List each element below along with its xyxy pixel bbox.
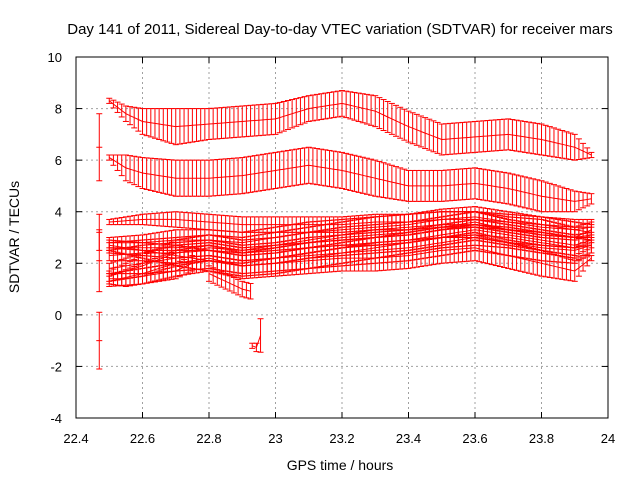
x-axis-label: GPS time / hours xyxy=(287,457,394,473)
series-s12 xyxy=(206,265,254,300)
plot-frame xyxy=(75,56,609,419)
chart-title: Day 141 of 2011, Sidereal Day-to-day VTE… xyxy=(67,21,612,38)
y-tick-label: 8 xyxy=(55,102,62,117)
x-tick-label: 23 xyxy=(268,431,282,446)
series-group xyxy=(96,90,595,370)
series-s16 xyxy=(96,229,103,293)
y-tick-label: 10 xyxy=(48,50,62,65)
y-tick-label: 6 xyxy=(55,153,62,168)
x-tick-label: 23.2 xyxy=(329,431,354,446)
series-s10 xyxy=(106,211,595,282)
y-tick-label: -4 xyxy=(50,411,62,426)
x-tick-label: 24 xyxy=(601,431,615,446)
series-s11 xyxy=(106,255,196,287)
x-tick-label: 23.4 xyxy=(396,431,421,446)
series-s13 xyxy=(249,318,264,353)
x-tick-label: 22.4 xyxy=(63,431,88,446)
x-tick-label: 22.6 xyxy=(130,431,155,446)
series-s14 xyxy=(96,113,103,182)
x-tick-label: 23.8 xyxy=(529,431,554,446)
series-s2 xyxy=(106,146,595,213)
y-tick-label: 2 xyxy=(55,256,62,271)
series-s1 xyxy=(106,90,595,161)
series-s17 xyxy=(96,311,103,370)
y-tick-label: 4 xyxy=(55,205,62,220)
ticks: 22.4 22.6 22.8 23 23.2 23.4 23.6 23.8 24-4-20246… xyxy=(48,50,616,446)
y-axis-label: SDTVAR / TECUs xyxy=(6,181,22,293)
x-tick-label: 22.8 xyxy=(196,431,221,446)
y-tick-label: -2 xyxy=(50,359,62,374)
x-tick-label: 23.6 xyxy=(462,431,487,446)
y-tick-label: 0 xyxy=(55,308,62,323)
